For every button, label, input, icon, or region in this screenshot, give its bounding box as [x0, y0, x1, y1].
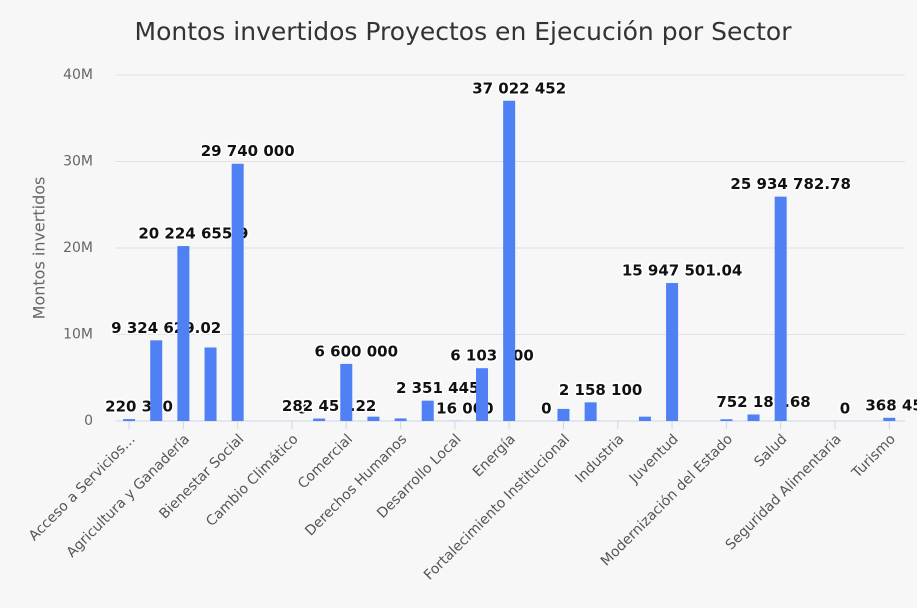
bar — [476, 368, 489, 421]
bar — [421, 400, 434, 421]
data-label: 368 450 — [865, 396, 917, 414]
bar — [340, 363, 353, 421]
data-label: 37 022 452 — [472, 79, 566, 97]
data-label: 6 600 000 — [315, 342, 399, 360]
bar — [503, 100, 516, 421]
data-label: 0 — [541, 400, 551, 418]
bar — [204, 347, 217, 421]
bar — [747, 414, 760, 421]
data-label: 282 452.22 — [282, 397, 376, 415]
y-tick-label: 40M — [63, 67, 93, 83]
data-label: 752 189.68 — [716, 393, 810, 411]
data-label: 15 947 501.04 — [622, 262, 743, 280]
y-tick-label: 10M — [63, 327, 93, 343]
y-tick-label: 30M — [63, 154, 93, 170]
bar — [666, 283, 679, 421]
bar — [123, 419, 136, 421]
data-label: 25 934 782.78 — [730, 175, 851, 193]
data-label: 29 740 000 — [201, 142, 295, 160]
bar — [584, 402, 597, 421]
bar — [774, 196, 787, 421]
bar — [313, 418, 326, 421]
y-axis-title: Montos invertidos — [30, 177, 49, 320]
bar — [557, 408, 570, 421]
data-label: 20 224 655.9 — [138, 225, 248, 243]
data-label: 2 351 445 — [396, 379, 480, 397]
bar — [150, 340, 163, 421]
data-label: 9 324 629.02 — [111, 319, 221, 337]
chart-title: Montos invertidos Proyectos en Ejecución… — [135, 17, 793, 46]
bar — [177, 246, 190, 421]
data-label: 6 103 600 — [450, 347, 534, 365]
data-label: 220 350 — [105, 398, 173, 416]
bar — [394, 418, 407, 421]
bar — [231, 163, 244, 421]
y-tick-label: 0 — [84, 413, 93, 429]
data-label: 0 — [297, 400, 307, 418]
data-label: 2 158 100 — [559, 381, 643, 399]
bar — [720, 419, 733, 421]
y-tick-label: 20M — [63, 240, 93, 256]
data-label: 0 — [840, 400, 850, 418]
bar — [883, 417, 896, 421]
bar — [638, 416, 651, 421]
bar — [367, 416, 380, 421]
